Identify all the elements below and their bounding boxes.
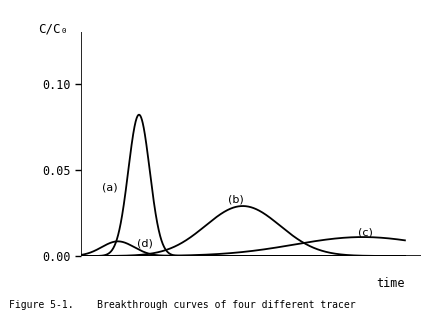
Text: time: time (376, 277, 405, 290)
Text: (a): (a) (102, 182, 117, 193)
Text: (d): (d) (138, 238, 153, 249)
Text: Figure 5-1.    Breakthrough curves of four different tracer: Figure 5-1. Breakthrough curves of four … (9, 300, 356, 310)
Text: C/C₀: C/C₀ (39, 22, 69, 36)
Text: (c): (c) (358, 227, 373, 237)
Text: (b): (b) (228, 195, 244, 204)
